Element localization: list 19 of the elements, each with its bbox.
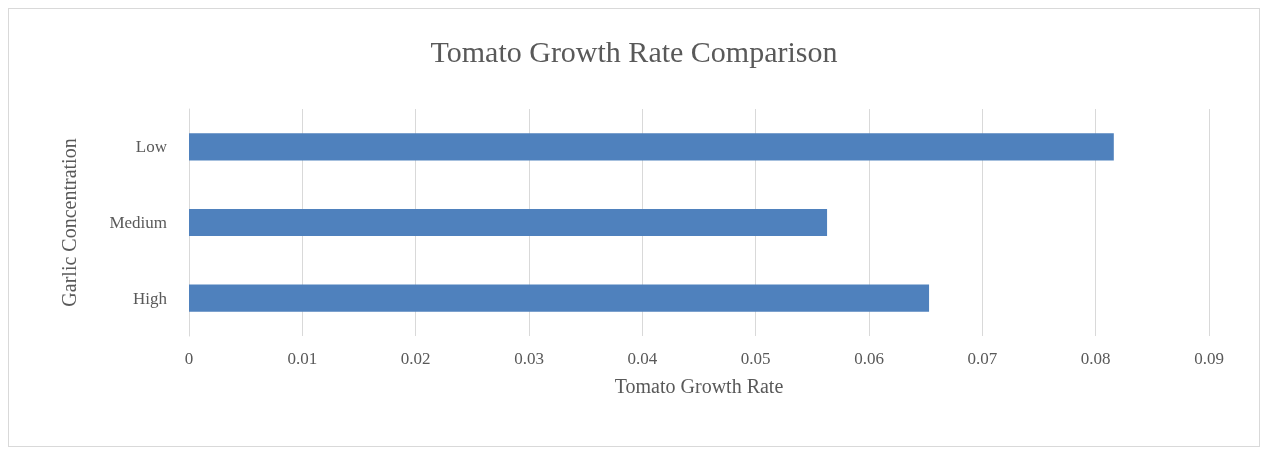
y-tick-label: Medium	[109, 213, 167, 232]
x-tick-label: 0.03	[514, 349, 544, 368]
x-tick-label: 0.05	[740, 349, 771, 368]
chart-title: Tomato Growth Rate Comparison	[430, 34, 838, 68]
x-tick-label: 0.09	[1194, 349, 1224, 368]
x-tick-label: 0.07	[967, 349, 998, 368]
x-tick-label: 0.01	[287, 349, 318, 368]
x-tick-label: 0.02	[400, 349, 431, 368]
y-axis-title: Garlic Concentration	[58, 138, 80, 307]
y-tick-label: Low	[135, 137, 168, 157]
x-tick-label: 0.04	[627, 349, 658, 368]
bar	[189, 133, 1114, 161]
x-tick-label: 0.06	[854, 349, 884, 368]
y-tick-label: High	[133, 288, 168, 308]
bar	[189, 208, 828, 237]
x-axis-title: Tomato Growth Rate	[614, 375, 784, 397]
bar	[189, 284, 930, 312]
x-tick-label: 0	[184, 349, 194, 368]
x-tick-label: 0.08	[1080, 349, 1111, 368]
